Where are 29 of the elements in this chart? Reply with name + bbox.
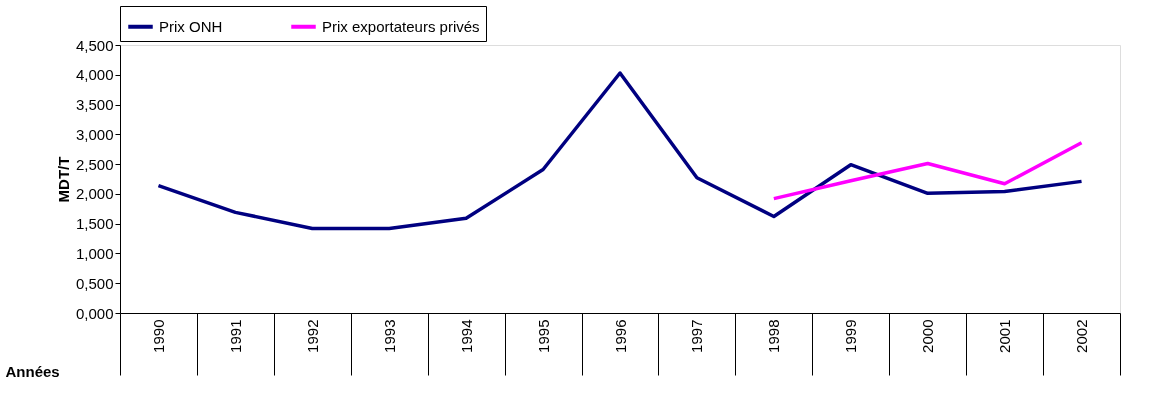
x-tick-label: 1998	[765, 319, 783, 353]
y-tick-label: 4,000	[75, 66, 114, 84]
y-tick-label: 1,500	[75, 215, 114, 233]
x-tick-label: 1990	[149, 319, 167, 353]
y-tick-label: 2,500	[75, 155, 114, 173]
x-axis-title: Années	[5, 362, 60, 380]
y-axis-title: MDT/T	[54, 156, 72, 203]
legend-label: Prix ONH	[159, 17, 223, 35]
y-tick-label: 4,500	[75, 36, 114, 54]
x-tick-label: 1992	[303, 319, 321, 353]
x-tick-label: 2001	[996, 319, 1014, 353]
x-tick-label: 1997	[688, 319, 706, 353]
y-tick-label: 1,000	[75, 244, 114, 262]
x-tick-label: 1995	[534, 319, 552, 353]
legend-label: Prix exportateurs privés	[322, 17, 480, 35]
line-series	[156, 71, 1084, 231]
x-tick-label: 2000	[919, 319, 937, 353]
y-tick-label: 3,500	[75, 96, 114, 114]
y-tick-label: 0,500	[75, 274, 114, 292]
y-tick-label: 3,000	[75, 125, 114, 143]
y-tick-label: 2,000	[75, 185, 114, 203]
x-tick-label: 1996	[611, 319, 629, 353]
line-series	[772, 140, 1084, 201]
x-tick-label: 1993	[380, 319, 398, 353]
x-tick-label: 1991	[226, 319, 244, 353]
y-tick-label: 0,000	[75, 304, 114, 322]
x-tick-label: 1999	[842, 319, 860, 353]
x-tick-label: 1994	[457, 319, 475, 353]
x-tick-label: 2002	[1073, 319, 1091, 353]
